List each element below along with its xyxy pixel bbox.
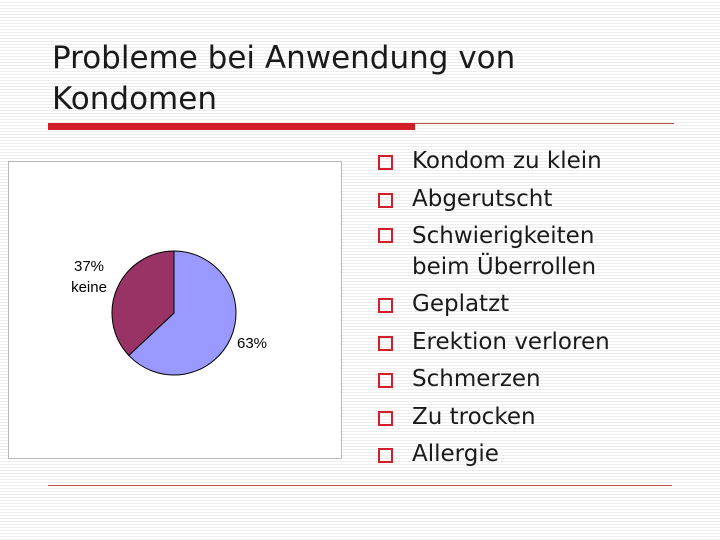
pie-labels: 63% 37% keine xyxy=(71,258,267,352)
list-item-text: Schwierigkeiten beim Überrollen xyxy=(412,223,597,280)
square-bullet-icon xyxy=(378,228,393,243)
square-bullet-icon xyxy=(378,335,393,351)
problem-list: Kondom zu klein Abgerutscht Schwierigkei… xyxy=(376,143,696,474)
list-item: Abgerutscht xyxy=(376,181,696,219)
list-item: Zu trocken xyxy=(376,399,696,437)
list-item-text: Geplatzt xyxy=(412,291,510,317)
pie-slice xyxy=(111,250,175,357)
pie-slice-label: 37% xyxy=(74,258,104,275)
pie-slice-label: 63% xyxy=(237,335,267,352)
square-bullet-icon xyxy=(378,192,393,208)
list-item: Schwierigkeiten beim Überrollen xyxy=(376,218,696,286)
pie-slices xyxy=(111,250,237,376)
list-item-text: Allergie xyxy=(412,441,499,467)
list-item: Erektion verloren xyxy=(376,324,696,362)
pie-category-label: keine xyxy=(71,279,107,296)
list-item-text: Zu trocken xyxy=(412,403,536,430)
list-item: Schmerzen xyxy=(376,361,696,399)
pie-chart: 63% 37% keine xyxy=(71,250,267,376)
list-item: Geplatzt xyxy=(376,286,696,324)
pie-slice xyxy=(128,250,237,376)
square-bullet-icon xyxy=(378,410,393,426)
square-bullet-icon xyxy=(378,373,393,388)
list-item: Allergie xyxy=(376,436,696,474)
square-bullet-icon xyxy=(378,298,393,313)
square-bullet-icon xyxy=(378,155,393,170)
slide-title: Probleme bei Anwendung von Kondomen xyxy=(52,40,516,117)
list-item-text: Erektion verloren xyxy=(412,328,610,355)
list-item-text: Schmerzen xyxy=(412,366,541,392)
square-bullet-icon xyxy=(378,448,393,463)
list-item-text: Kondom zu klein xyxy=(412,148,602,174)
list-item-text: Abgerutscht xyxy=(412,185,553,212)
footer-rule xyxy=(48,485,672,486)
title-accent-bar xyxy=(48,123,415,130)
list-item: Kondom zu klein xyxy=(376,143,696,181)
pie-chart-frame: 63% 37% keine xyxy=(8,161,342,459)
